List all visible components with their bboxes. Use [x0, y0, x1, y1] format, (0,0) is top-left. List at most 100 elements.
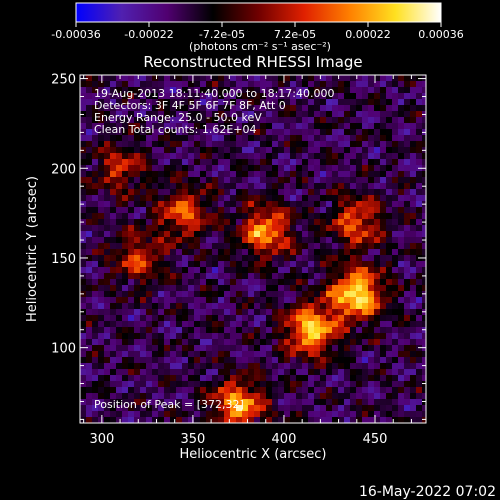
heatmap-pixel — [368, 381, 375, 388]
heatmap-pixel — [422, 279, 426, 286]
heatmap-pixel — [218, 75, 225, 82]
heatmap-pixel — [404, 93, 411, 100]
heatmap-pixel — [176, 303, 183, 310]
heatmap-pixel — [206, 231, 213, 238]
heatmap-pixel — [98, 393, 105, 400]
heatmap-pixel — [392, 171, 399, 178]
heatmap-pixel — [278, 195, 285, 202]
heatmap-pixel — [212, 123, 219, 130]
heatmap-pixel — [122, 405, 129, 412]
heatmap-pixel — [416, 309, 423, 316]
heatmap-pixel — [248, 387, 255, 394]
heatmap-pixel — [266, 75, 273, 82]
heatmap-pixel — [260, 297, 267, 304]
heatmap-pixel — [224, 165, 231, 172]
heatmap-pixel — [338, 327, 345, 334]
heatmap-pixel — [386, 207, 393, 214]
heatmap-pixel — [272, 219, 279, 226]
heatmap-pixel — [266, 327, 273, 334]
heatmap-pixel — [266, 243, 273, 250]
heatmap-pixel — [248, 81, 255, 88]
heatmap-pixel — [302, 87, 309, 94]
heatmap-pixel — [164, 387, 171, 394]
heatmap-pixel — [392, 345, 399, 352]
heatmap-pixel — [422, 339, 426, 346]
heatmap-pixel — [242, 297, 249, 304]
heatmap-pixel — [128, 183, 135, 190]
heatmap-pixel — [380, 315, 387, 322]
heatmap-image — [80, 75, 426, 423]
heatmap-pixel — [98, 381, 105, 388]
heatmap-pixel — [392, 315, 399, 322]
heatmap-pixel — [290, 243, 297, 250]
heatmap-pixel — [362, 297, 369, 304]
heatmap-pixel — [194, 357, 201, 364]
heatmap-pixel — [368, 93, 375, 100]
heatmap-pixel — [116, 345, 123, 352]
heatmap-pixel — [356, 111, 363, 118]
heatmap-pixel — [302, 153, 309, 160]
heatmap-pixel — [164, 339, 171, 346]
heatmap-pixel — [302, 93, 309, 100]
heatmap-pixel — [296, 183, 303, 190]
heatmap-pixel — [344, 321, 351, 328]
heatmap-pixel — [356, 315, 363, 322]
heatmap-pixel — [296, 189, 303, 196]
heatmap-pixel — [422, 207, 426, 214]
heatmap-pixel — [356, 177, 363, 184]
heatmap-pixel — [266, 315, 273, 322]
heatmap-pixel — [308, 291, 315, 298]
heatmap-pixel — [398, 327, 405, 334]
heatmap-pixel — [152, 333, 159, 340]
heatmap-pixel — [314, 87, 321, 94]
heatmap-pixel — [110, 297, 117, 304]
heatmap-pixel — [164, 321, 171, 328]
heatmap-pixel — [416, 111, 423, 118]
heatmap-pixel — [404, 417, 411, 423]
heatmap-pixel — [362, 327, 369, 334]
heatmap-pixel — [110, 159, 117, 166]
heatmap-pixel — [152, 87, 159, 94]
heatmap-pixel — [116, 159, 123, 166]
heatmap-pixel — [146, 135, 153, 142]
heatmap-pixel — [416, 249, 423, 256]
heatmap-pixel — [374, 273, 381, 280]
heatmap-pixel — [218, 183, 225, 190]
heatmap-pixel — [170, 339, 177, 346]
heatmap-pixel — [404, 243, 411, 250]
heatmap-pixel — [194, 255, 201, 262]
heatmap-pixel — [194, 129, 201, 136]
heatmap-pixel — [314, 171, 321, 178]
heatmap-pixel — [350, 195, 357, 202]
heatmap-pixel — [104, 261, 111, 268]
heatmap-pixel — [92, 387, 99, 394]
heatmap-pixel — [410, 369, 417, 376]
heatmap-pixel — [164, 219, 171, 226]
heatmap-pixel — [392, 327, 399, 334]
heatmap-pixel — [86, 141, 93, 148]
heatmap-pixel — [422, 399, 426, 406]
heatmap-pixel — [230, 285, 237, 292]
heatmap-pixel — [254, 237, 261, 244]
heatmap-pixel — [386, 165, 393, 172]
heatmap-pixel — [230, 249, 237, 256]
heatmap-pixel — [134, 411, 141, 418]
heatmap-pixel — [320, 411, 327, 418]
heatmap-pixel — [338, 357, 345, 364]
heatmap-pixel — [236, 183, 243, 190]
heatmap-pixel — [164, 285, 171, 292]
heatmap-pixel — [392, 393, 399, 400]
heatmap-pixel — [152, 285, 159, 292]
heatmap-pixel — [158, 195, 165, 202]
heatmap-pixel — [206, 411, 213, 418]
heatmap-pixel — [92, 159, 99, 166]
heatmap-pixel — [86, 165, 93, 172]
heatmap-pixel — [344, 387, 351, 394]
heatmap-pixel — [320, 363, 327, 370]
heatmap-pixel — [80, 333, 87, 340]
heatmap-pixel — [284, 87, 291, 94]
heatmap-pixel — [266, 321, 273, 328]
heatmap-pixel — [404, 405, 411, 412]
heatmap-pixel — [260, 231, 267, 238]
heatmap-pixel — [278, 183, 285, 190]
